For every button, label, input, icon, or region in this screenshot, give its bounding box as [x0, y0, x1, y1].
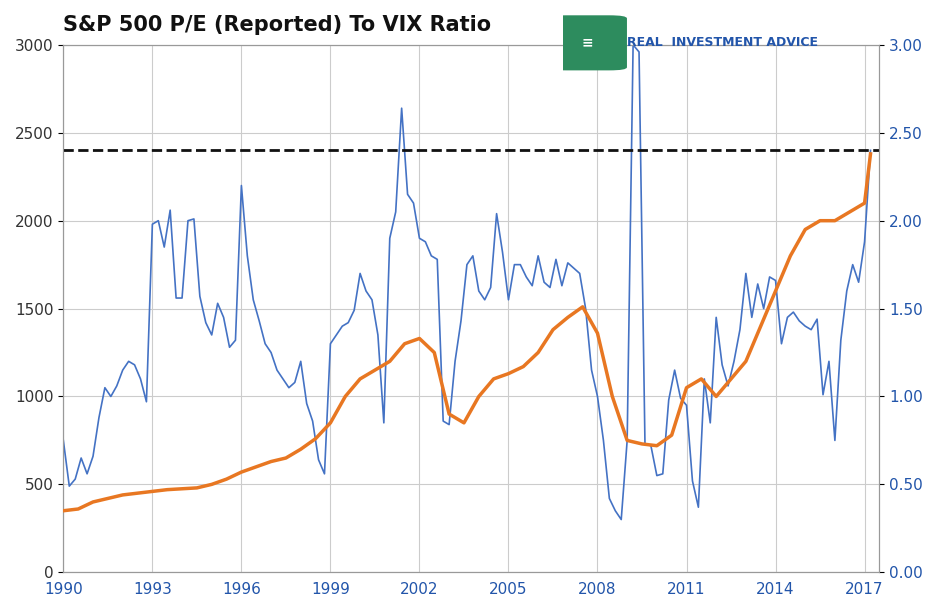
Text: ≡: ≡: [582, 36, 594, 50]
Text: REAL  INVESTMENT ADVICE: REAL INVESTMENT ADVICE: [627, 36, 818, 50]
Text: S&P 500 P/E (Reported) To VIX Ratio: S&P 500 P/E (Reported) To VIX Ratio: [64, 15, 492, 35]
FancyBboxPatch shape: [549, 15, 627, 70]
